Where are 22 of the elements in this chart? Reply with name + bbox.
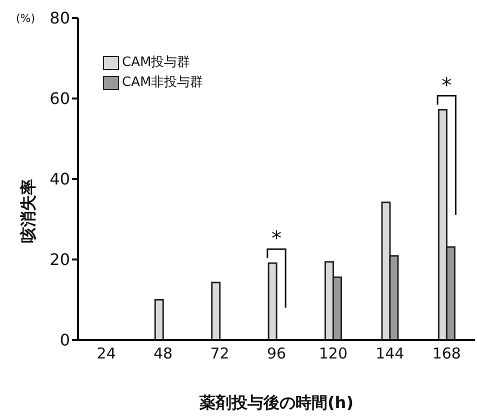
x-tick-label: 24 (96, 344, 116, 363)
x-tick-label: 96 (266, 344, 286, 363)
x-tick-label: 48 (154, 344, 173, 363)
bar (268, 262, 278, 340)
bar (154, 299, 164, 340)
text: (%) (16, 12, 36, 25)
x-tick-label: 144 (376, 344, 404, 363)
legend-label: CAM非投与群 (121, 74, 204, 92)
y-tick-label: 40 (50, 170, 70, 189)
y-tick-label: 20 (50, 250, 70, 270)
y-tick-label: 0 (60, 330, 70, 350)
y-tick-label: 80 (50, 8, 70, 28)
x-axis-title: 薬剤投与後の時間(h) (198, 393, 354, 412)
annotation: * (442, 72, 452, 97)
legend-label: CAM投与群 (121, 54, 192, 72)
x-tick-label: 168 (432, 344, 461, 363)
y-tick-label: 60 (50, 89, 70, 108)
x-tick-label: 120 (318, 344, 348, 363)
annotation: * (272, 226, 282, 250)
x-tick-label: 72 (210, 344, 230, 363)
bar (211, 282, 221, 340)
y-axis-title: 咳消失率 (18, 179, 38, 243)
